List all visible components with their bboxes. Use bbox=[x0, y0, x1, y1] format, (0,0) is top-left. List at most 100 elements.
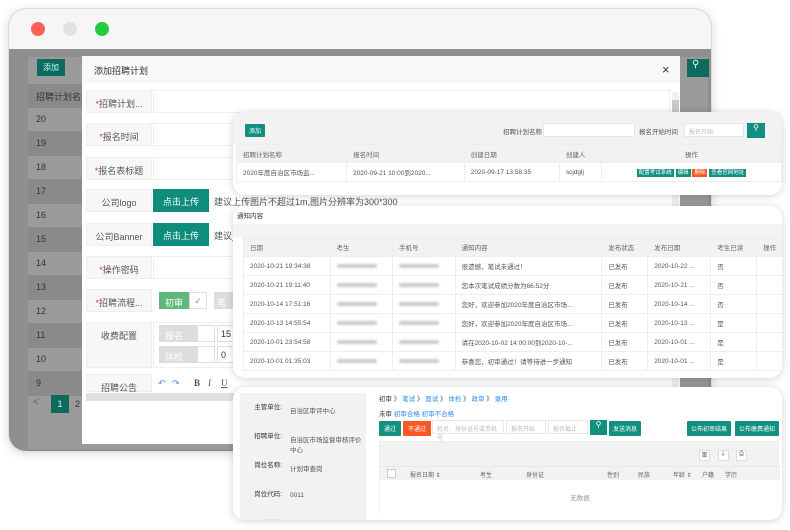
bold-icon[interactable]: B bbox=[194, 378, 201, 388]
cell-status: 已发布 bbox=[601, 332, 649, 352]
bg-search-button[interactable]: ⚲ bbox=[687, 59, 709, 77]
cell-student bbox=[329, 332, 394, 352]
process-step-initial[interactable]: 初审 bbox=[159, 292, 189, 309]
config-exam-button[interactable]: 配置考试系统 bbox=[636, 169, 674, 177]
cell-time: 2020-09-21 10:00到2020... bbox=[346, 162, 465, 182]
search-button[interactable]: ⚲ bbox=[747, 123, 765, 138]
print-icon[interactable]: ⎙ bbox=[736, 450, 747, 461]
cell-content: 恭喜您，初审通过！请等待进一步通知 bbox=[454, 351, 603, 371]
col-header[interactable]: 民族 bbox=[638, 473, 651, 479]
start-date-input[interactable]: 报名开始 bbox=[506, 420, 546, 434]
keyword-search-input[interactable]: 姓名、身份证号或手机号 bbox=[432, 420, 504, 442]
modal-close-icon[interactable]: × bbox=[662, 62, 670, 77]
bg-add-button[interactable]: 添加 bbox=[37, 59, 65, 76]
logo-label: 公司logo bbox=[86, 189, 152, 212]
plan-name-input[interactable] bbox=[153, 90, 670, 113]
filter-pass[interactable]: 初审合格 bbox=[393, 411, 420, 418]
view-site-button[interactable]: 查看官网地址 bbox=[709, 169, 747, 177]
col-header[interactable]: 学历 bbox=[725, 473, 738, 479]
search-name-input[interactable] bbox=[543, 123, 635, 137]
filter-fail[interactable]: 初审不合格 bbox=[421, 411, 455, 418]
col-header[interactable]: 户籍 bbox=[702, 473, 715, 479]
col-header[interactable]: 报名日期 ⇕ bbox=[410, 473, 441, 479]
publish-notice-button[interactable]: 公布缴费通知 bbox=[735, 421, 780, 436]
columns-icon[interactable]: ▥ bbox=[699, 450, 710, 461]
info-label: 岗位名称: bbox=[254, 462, 282, 469]
bg-table-row[interactable]: 17 bbox=[28, 180, 92, 204]
table-row[interactable]: 2020-10-14 17:51:16 您好，欢迎参加2020年度自治区市场..… bbox=[243, 294, 782, 314]
exam-fee-tag: 体检费 bbox=[159, 346, 197, 375]
table-row[interactable]: 2020-10-01 01:35:03 恭喜您，初审通过！请等待进一步通知 已发… bbox=[243, 351, 782, 371]
add-plan-button[interactable]: 添加 bbox=[245, 124, 266, 137]
cell-created: 2020-09-17 13:58:35 bbox=[463, 162, 560, 182]
bg-table-row[interactable]: 18 bbox=[28, 156, 92, 180]
underline-icon[interactable]: U bbox=[221, 378, 228, 388]
bg-table-row[interactable]: 12 bbox=[28, 300, 92, 324]
cell-actions bbox=[756, 332, 782, 352]
process-row: *招聘流程... 初审 ✓ 笔 bbox=[86, 289, 670, 312]
col-header: 通知内容 bbox=[454, 237, 603, 257]
pass-button[interactable]: 通过 bbox=[379, 421, 402, 436]
step-5[interactable]: 录用 bbox=[494, 396, 508, 403]
process-label: 招聘流程... bbox=[99, 298, 143, 308]
prev-page-button[interactable]: < bbox=[33, 397, 39, 408]
notice-card: 通知内容 日期 考生 手机号 通知内容 发布状态 发布日期 考生已读 操作 2020-10-2… bbox=[233, 206, 782, 378]
signup-fee-checkbox[interactable] bbox=[197, 325, 215, 342]
bg-table-row[interactable]: 15 bbox=[28, 228, 92, 252]
redo-icon[interactable]: ↷ bbox=[172, 378, 180, 388]
delete-button[interactable]: 删除 bbox=[692, 169, 708, 177]
review-search-button[interactable]: ⚲ bbox=[590, 420, 607, 435]
step-1[interactable]: 笔试 bbox=[402, 396, 416, 403]
bg-table-row[interactable]: 10 bbox=[28, 348, 92, 372]
step-0[interactable]: 初审 bbox=[379, 396, 392, 403]
banner-upload-button[interactable]: 点击上传 bbox=[153, 223, 210, 246]
bg-table-row[interactable]: 11 bbox=[28, 324, 92, 348]
cell-pub-date: 2020-10-01 ... bbox=[647, 351, 712, 371]
col-header: 日期 bbox=[243, 237, 331, 257]
search-time-input[interactable]: 报名开始 bbox=[684, 123, 744, 137]
cell-creator: scjdglj bbox=[558, 162, 603, 182]
col-header[interactable]: 身份证 bbox=[526, 473, 545, 479]
edit-button[interactable]: 编辑 bbox=[675, 169, 691, 177]
cell-date: 2020-10-21 19:34:38 bbox=[243, 256, 331, 276]
logo-upload-button[interactable]: 点击上传 bbox=[153, 189, 210, 212]
bg-table-row[interactable]: 19 bbox=[28, 132, 92, 156]
table-row[interactable]: 2020-10-01 23:54:58 请在2020-10-02 14:00:0… bbox=[243, 332, 782, 352]
step-2[interactable]: 面试 bbox=[425, 396, 439, 403]
page-2-button[interactable]: 2 bbox=[75, 399, 81, 409]
exam-fee-checkbox[interactable] bbox=[197, 346, 215, 363]
review-filters: 未审 初审合格 初审不合格 bbox=[379, 408, 454, 418]
col-header[interactable]: 年龄 ⇕ bbox=[673, 473, 692, 479]
fail-button[interactable]: 不通过 bbox=[403, 421, 432, 436]
bg-table-row[interactable]: 13 bbox=[28, 276, 92, 300]
table-row[interactable]: 2020-10-13 14:55:54 您好，欢迎参加2020年度自治区市场..… bbox=[243, 313, 782, 333]
col-header[interactable]: 考生 bbox=[480, 473, 493, 479]
send-message-button[interactable]: 发送消息 bbox=[609, 421, 642, 436]
bg-table-row[interactable]: 20 bbox=[28, 108, 92, 132]
cell-date: 2020-10-13 14:55:54 bbox=[243, 313, 331, 333]
info-value: 0011 bbox=[290, 492, 304, 499]
close-window-button[interactable] bbox=[31, 22, 45, 36]
process-step-written[interactable]: 笔 bbox=[214, 292, 234, 309]
cell-phone bbox=[392, 313, 456, 333]
cell-student bbox=[329, 294, 394, 314]
undo-icon[interactable]: ↶ bbox=[158, 378, 166, 388]
filter-label: 未审 bbox=[379, 411, 392, 418]
maximize-window-button[interactable] bbox=[95, 22, 109, 36]
step-4[interactable]: 政审 bbox=[471, 396, 485, 403]
check-icon[interactable]: ✓ bbox=[189, 292, 207, 309]
export-icon[interactable]: ⇩ bbox=[718, 450, 729, 461]
minimize-window-button[interactable] bbox=[63, 22, 77, 36]
cell-date: 2020-10-21 19:11:40 bbox=[243, 275, 331, 295]
publish-result-button[interactable]: 公布初审结果 bbox=[687, 421, 732, 436]
select-all-checkbox[interactable] bbox=[387, 469, 396, 478]
bg-table-row[interactable]: 14 bbox=[28, 252, 92, 276]
table-row[interactable]: 2020-10-21 19:11:40 您本次笔试成绩分数为66.52分 已发布… bbox=[243, 275, 782, 295]
page-1-button[interactable]: 1 bbox=[51, 395, 69, 413]
step-3[interactable]: 体检 bbox=[448, 396, 462, 403]
italic-icon[interactable]: I bbox=[208, 378, 211, 388]
table-row[interactable]: 2020-10-21 19:34:38 很遗憾，笔试未通过！ 已发布 2020-… bbox=[243, 256, 782, 276]
col-header[interactable]: 性别 bbox=[607, 473, 620, 479]
bg-table-row[interactable]: 16 bbox=[28, 204, 92, 228]
end-date-input[interactable]: 报名截止 bbox=[548, 420, 588, 434]
